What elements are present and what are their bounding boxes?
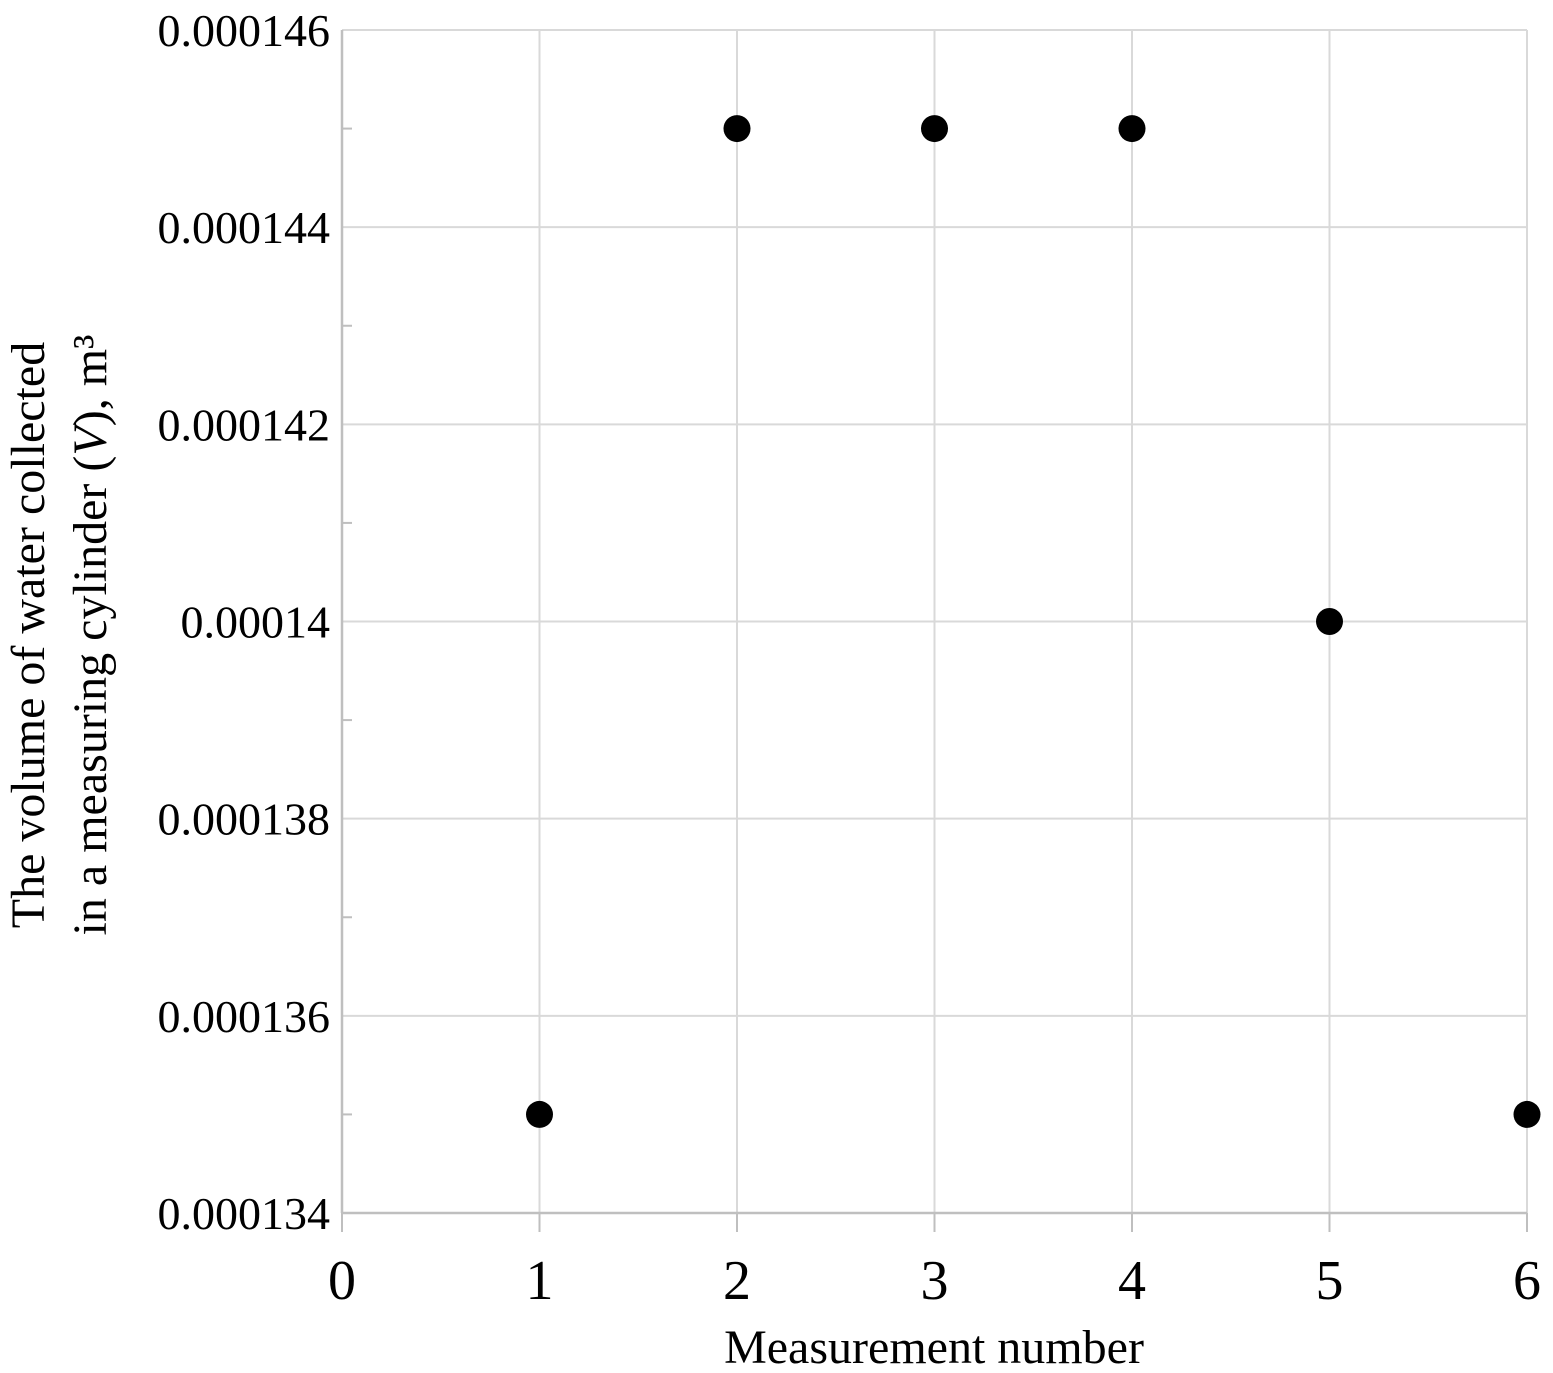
y-tick-label: 0.00014: [181, 597, 331, 648]
y-axis-title-line1: The volume of water collected: [2, 342, 55, 928]
y-tick-label: 0.000138: [158, 794, 331, 845]
y-axis-title-line2: in a measuring cylinder (V), m³: [64, 335, 117, 936]
x-tick-label: 5: [1316, 1250, 1344, 1312]
x-tick-label: 0: [328, 1250, 356, 1312]
data-point: [1118, 115, 1146, 143]
y-tick-label: 0.000142: [158, 399, 331, 450]
y-tick-label: 0.000134: [158, 1188, 331, 1239]
tick-marks: [341, 127, 1528, 1232]
y-tick-label: 0.000136: [158, 991, 331, 1042]
x-axis-title: Measurement number: [724, 1321, 1144, 1373]
data-point: [1316, 608, 1343, 635]
data-point: [526, 1100, 553, 1128]
gridlines: [341, 29, 1528, 1214]
tick-labels: 0.000134 0.000136 0.000138 0.00014 0.000142 0…: [158, 5, 1542, 1312]
data-points: [526, 115, 1541, 1128]
data-point: [921, 115, 948, 143]
x-tick-label: 4: [1118, 1250, 1146, 1312]
y-tick-label: 0.000146: [158, 5, 331, 56]
x-tick-label: 2: [723, 1250, 751, 1312]
y-tick-label: 0.000144: [158, 202, 331, 253]
x-tick-label: 1: [526, 1250, 554, 1312]
data-point: [1513, 1100, 1541, 1128]
x-tick-label: 6: [1513, 1250, 1541, 1312]
data-point: [723, 115, 751, 143]
x-tick-label: 3: [921, 1250, 949, 1312]
